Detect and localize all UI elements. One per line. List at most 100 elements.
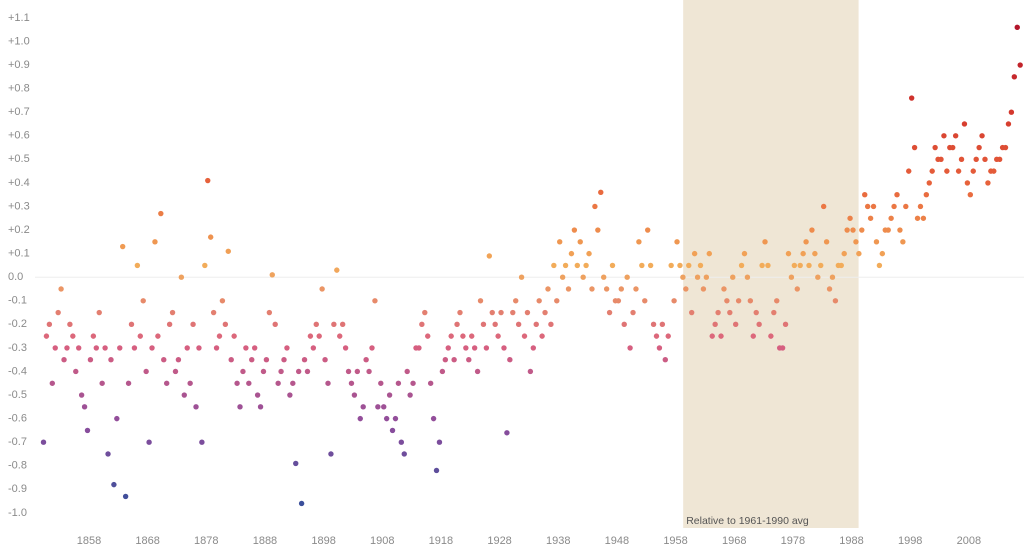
point (389, 427, 396, 434)
point (938, 156, 944, 163)
point (67, 321, 73, 328)
point (398, 439, 405, 445)
point (357, 415, 363, 422)
point (298, 500, 305, 507)
point (263, 357, 270, 363)
x-tick-label: 1978 (781, 535, 805, 547)
point (727, 309, 733, 316)
y-tick-label: -0.6 (8, 413, 27, 425)
point (730, 274, 736, 280)
point (677, 262, 683, 269)
point (295, 368, 302, 375)
point (243, 345, 249, 351)
point (99, 380, 105, 386)
y-tick-label: +0.2 (8, 224, 30, 236)
point (454, 321, 460, 328)
point (577, 239, 583, 245)
point (656, 345, 663, 351)
point (636, 239, 642, 245)
point (401, 451, 407, 457)
point (322, 357, 328, 363)
point (272, 321, 278, 328)
point (897, 227, 903, 233)
point (348, 380, 355, 386)
point (518, 274, 525, 280)
point (313, 321, 319, 328)
point (392, 415, 399, 422)
point (222, 321, 229, 328)
point (911, 144, 918, 151)
point (967, 192, 974, 198)
point (345, 368, 352, 375)
baseline-period (683, 0, 859, 528)
point (40, 439, 47, 445)
point (354, 368, 361, 375)
point (117, 345, 123, 351)
point (125, 380, 132, 386)
point (662, 357, 668, 363)
point (158, 210, 164, 217)
point (926, 180, 932, 186)
point (134, 262, 141, 269)
point (131, 345, 138, 351)
point (589, 286, 595, 292)
point (703, 274, 710, 280)
point (744, 274, 751, 280)
point (360, 404, 366, 410)
x-tick-label: 1868 (135, 535, 159, 547)
point (891, 203, 897, 210)
point (122, 493, 129, 500)
point (366, 368, 372, 375)
point (251, 345, 258, 351)
point (1011, 74, 1018, 80)
y-tick-label: +1.1 (8, 12, 30, 24)
point (146, 439, 152, 445)
point (718, 333, 724, 339)
point (84, 427, 91, 434)
point (709, 333, 715, 339)
point (964, 180, 971, 186)
point (691, 250, 698, 257)
point (551, 262, 557, 269)
y-tick-label: +0.4 (8, 177, 30, 189)
point (952, 133, 959, 139)
point (603, 286, 610, 292)
point (903, 203, 909, 210)
point (278, 368, 284, 375)
point (765, 262, 771, 269)
point (55, 309, 61, 316)
point (533, 321, 539, 328)
point (715, 309, 721, 316)
point (70, 333, 76, 339)
point (457, 309, 463, 316)
point (794, 286, 800, 292)
x-tick-label: 1938 (546, 535, 570, 547)
x-tick-label: 1898 (311, 535, 335, 547)
point (548, 321, 554, 328)
point (105, 451, 111, 457)
point (630, 309, 636, 316)
point (908, 95, 915, 101)
point (1002, 144, 1009, 151)
point (240, 368, 246, 375)
point (486, 253, 493, 259)
point (489, 309, 495, 316)
point (642, 298, 648, 304)
point (93, 345, 99, 351)
point (542, 309, 548, 316)
point (140, 298, 146, 304)
point (976, 144, 982, 151)
point (152, 239, 158, 245)
point (492, 321, 498, 328)
point (788, 274, 795, 280)
point (929, 168, 935, 174)
point (879, 250, 886, 257)
point (275, 380, 281, 386)
point (759, 262, 765, 269)
point (847, 215, 853, 221)
point (477, 298, 484, 304)
y-tick-label: +0.5 (8, 153, 30, 165)
point (888, 215, 894, 221)
point (228, 357, 234, 363)
point (395, 380, 402, 386)
